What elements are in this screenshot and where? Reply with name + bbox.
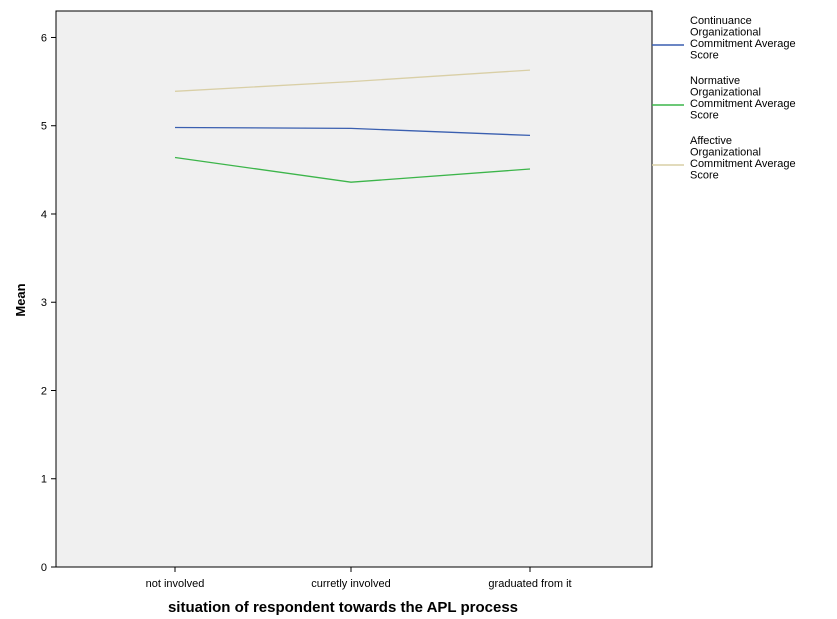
y-tick-label: 1 <box>41 474 47 486</box>
legend-label: Continuance Organizational Commitment Aver… <box>690 15 796 62</box>
legend-label: Normative Organizational Commitment Averag… <box>690 75 796 122</box>
x-tick-label: graduated from it <box>488 578 571 590</box>
y-tick-label: 6 <box>41 32 47 44</box>
series-line-3 <box>174 69 531 92</box>
legend-label: Affective Organizational Commitment Averag… <box>690 135 796 182</box>
y-tick-label: 4 <box>41 209 47 221</box>
series-line-1 <box>174 126 531 137</box>
y-tick-label: 0 <box>41 562 47 574</box>
x-axis: not involved curretly involved graduated f… <box>146 567 572 590</box>
legend-item: Normative Organizational Commitment Averag… <box>652 75 796 122</box>
y-axis-title: Mean <box>13 283 28 316</box>
series-line-2 <box>174 156 531 183</box>
legend-item: Continuance Organizational Commitment Aver… <box>652 15 796 62</box>
y-axis: 0 1 2 3 4 5 6 <box>41 32 56 574</box>
legend-item: Affective Organizational Commitment Averag… <box>652 135 796 182</box>
x-axis-title: situation of respondent towards the APL … <box>168 599 518 616</box>
x-tick-label: not involved <box>146 578 205 590</box>
series-lines <box>174 69 531 183</box>
y-tick-label: 2 <box>41 385 47 397</box>
y-tick-label: 3 <box>41 297 47 309</box>
legend: Continuance Organizational Commitment Aver… <box>652 15 796 182</box>
y-tick-label: 5 <box>41 121 47 133</box>
x-tick-label: curretly involved <box>311 578 390 590</box>
plot-area <box>55 10 653 568</box>
